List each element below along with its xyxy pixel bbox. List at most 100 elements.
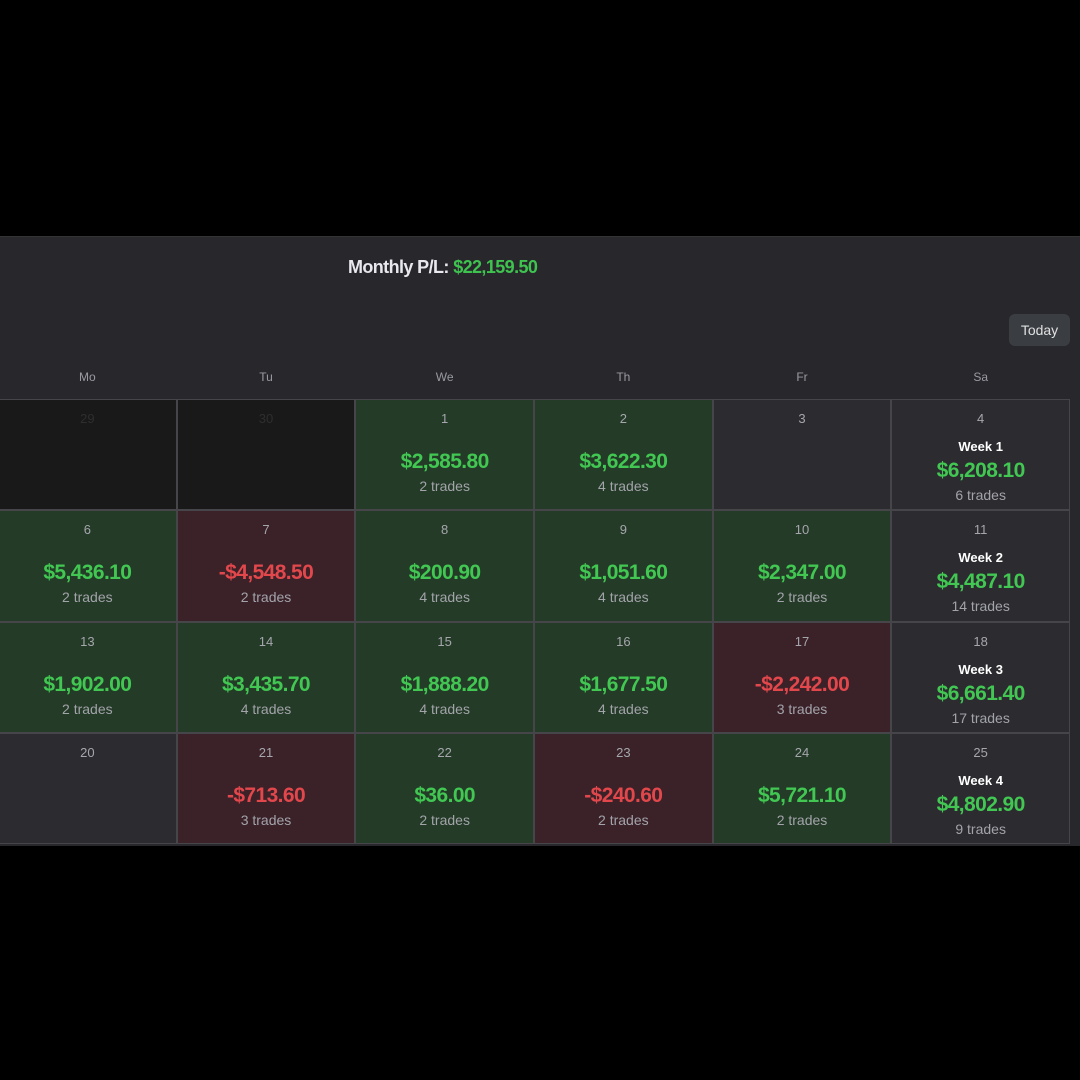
trade-count: 2 trades [598,811,649,828]
day-pl: $5,436.10 [43,561,132,585]
day-cell[interactable]: 22 $36.00 2 trades [356,733,533,843]
monthly-pl-label: Monthly P/L: [348,257,449,277]
week-trade-count: 9 trades [955,820,1006,837]
day-cell[interactable]: 17 -$2,242.00 3 trades [713,622,891,732]
day-cell[interactable]: 21 -$713.60 3 trades [177,733,355,843]
day-number: 8 [441,522,449,538]
day-pl: -$713.60 [226,783,306,807]
day-pl: $2,347.00 [757,561,847,585]
week-trade-count: 17 trades [951,709,1010,726]
week-trade-count: 14 trades [951,598,1010,615]
day-number: 1 [441,411,449,426]
day-number: 16 [616,633,631,649]
today-button[interactable]: Today [1009,314,1070,346]
trade-count: 4 trades [419,589,470,606]
trade-count: 3 trades [776,700,828,717]
day-number: 11 [973,522,988,538]
calendar-panel: Monthly P/L: $22,159.50 Today Mo Tu We Th Fr… [0,236,1080,846]
day-number: 6 [83,522,91,538]
day-cell[interactable]: 2 $3,622.30 4 trades [535,400,712,510]
day-number: 13 [80,633,95,649]
monthly-pl: Monthly P/L: $22,159.50 [348,257,538,278]
day-pl: $200.90 [408,561,481,585]
weekday-label: Tu [259,370,273,384]
trade-count: 2 trades [419,478,470,494]
day-cell[interactable]: 15 $1,888.20 4 trades [356,622,533,732]
trade-count: 2 trades [240,589,292,606]
week-summary-cell[interactable]: 25 Week 4 $4,802.90 9 trades [892,733,1069,843]
day-cell[interactable]: 23 -$240.60 2 trades [535,733,712,843]
day-pl: $1,677.50 [579,672,668,696]
day-cell[interactable]: 30 [177,400,355,510]
day-number: 9 [619,522,627,538]
day-pl: $1,902.00 [43,672,132,696]
day-cell[interactable]: 24 $5,721.10 2 trades [713,733,891,843]
day-pl: -$240.60 [584,783,663,807]
trade-count: 2 trades [62,589,113,606]
day-number: 18 [973,633,988,649]
day-pl: $2,585.80 [400,450,490,473]
day-number: 15 [437,633,452,649]
week-label: Week 4 [958,772,1003,788]
day-cell[interactable]: 10 $2,347.00 2 trades [713,511,891,621]
trade-count: 2 trades [62,700,113,717]
day-number: 2 [619,411,627,426]
weekday-header: Mo Tu We Th Fr Sa [0,370,1070,384]
week-summary-cell[interactable]: 4 Week 1 $6,208.10 6 trades [892,400,1069,510]
trade-count: 2 trades [776,589,828,606]
trade-count: 3 trades [240,811,292,828]
week-pl: $4,487.10 [936,570,1026,594]
day-pl: $1,888.20 [400,672,490,696]
day-pl: $1,051.60 [579,561,668,585]
calendar-grid: 29 30 1 $2,585.80 2 trades 2 $3,622.30 4 trades… [0,399,1070,844]
day-number: 3 [798,411,806,426]
day-cell[interactable]: 20 [0,733,176,843]
day-number: 29 [80,411,95,426]
week-pl: $6,661.40 [936,681,1026,705]
day-cell[interactable]: 14 $3,435.70 4 trades [177,622,355,732]
week-summary-cell[interactable]: 11 Week 2 $4,487.10 14 trades [892,511,1069,621]
trade-count: 4 trades [419,700,470,717]
week-label: Week 2 [958,550,1003,566]
week-label: Week 3 [958,661,1003,677]
day-pl: $5,721.10 [757,783,847,807]
day-cell[interactable]: 16 $1,677.50 4 trades [535,622,712,732]
trade-count: 2 trades [419,811,470,828]
weekday-label: Mo [78,370,96,384]
week-label: Week 1 [958,439,1003,454]
day-pl: -$2,242.00 [754,672,850,696]
weekday-label: Sa [973,370,988,384]
trade-count: 4 trades [598,589,649,606]
day-number: 14 [258,633,274,649]
day-number: 24 [794,744,810,760]
day-cell[interactable]: 9 $1,051.60 4 trades [535,511,712,621]
day-cell[interactable]: 29 [0,400,176,510]
day-cell[interactable]: 3 [713,400,891,510]
day-cell[interactable]: 6 $5,436.10 2 trades [0,511,176,621]
week-summary-cell[interactable]: 18 Week 3 $6,661.40 17 trades [892,622,1069,732]
week-pl: $4,802.90 [936,792,1026,816]
day-number: 20 [80,744,95,760]
day-number: 10 [794,522,810,538]
day-number: 7 [262,522,270,538]
day-number: 21 [258,744,274,760]
trade-count: 4 trades [598,478,649,494]
trade-count: 4 trades [240,700,292,717]
day-number: 23 [616,744,631,760]
day-number: 30 [258,411,274,426]
week-trade-count: 6 trades [955,487,1006,503]
trade-count: 2 trades [776,811,828,828]
monthly-pl-value: $22,159.50 [453,257,538,277]
day-cell[interactable]: 13 $1,902.00 2 trades [0,622,176,732]
day-number: 17 [794,633,810,649]
day-cell[interactable]: 1 $2,585.80 2 trades [356,400,533,510]
day-pl: $3,435.70 [221,672,311,696]
day-number: 22 [437,744,452,760]
day-pl: -$4,548.50 [218,561,314,585]
day-number: 25 [973,744,988,760]
day-cell[interactable]: 7 -$4,548.50 2 trades [177,511,355,621]
day-pl: $3,622.30 [579,450,668,473]
day-number: 4 [977,411,985,426]
trade-count: 4 trades [598,700,649,717]
day-cell[interactable]: 8 $200.90 4 trades [356,511,533,621]
